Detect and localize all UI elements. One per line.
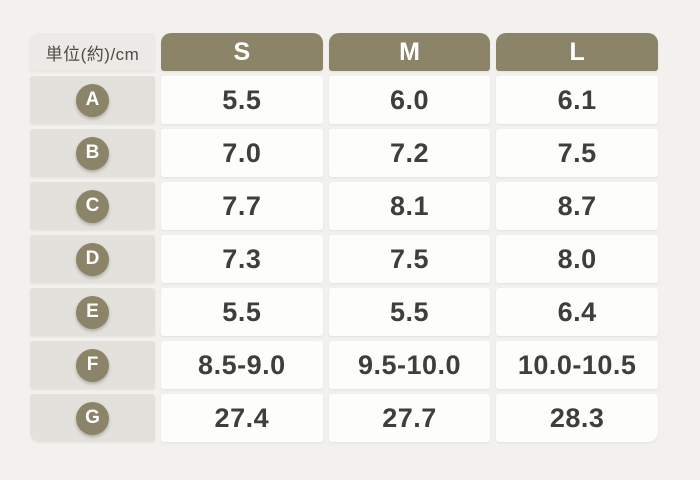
table-cell-b-l: 7.5 [496,129,658,177]
row-badge-d: D [76,242,109,276]
row-badge-c: C [76,189,109,223]
table-cell-b-m: 7.2 [328,129,491,177]
table-cell-a-l: 6.1 [496,76,658,124]
table-cell-g-l: 28.3 [496,394,658,442]
table-cell-g-s: 27.4 [161,394,323,442]
table-cell-f-s: 8.5-9.0 [161,341,323,389]
table-cell-e-m: 5.5 [328,288,491,336]
column-header-s-label: S [233,37,251,66]
row-label-cell-f: F [30,341,155,389]
row-label-cell-e: E [30,288,155,336]
row-badge-e: E [76,295,109,329]
row-badge-a: A [76,83,109,117]
table-cell-c-s: 7.7 [161,182,323,230]
row-badge-g: G [76,401,109,435]
row-label-cell-g: G [30,394,155,442]
table-cell-a-m: 6.0 [328,76,491,124]
column-header-m: M [328,33,491,71]
table-cell-e-l: 6.4 [496,288,658,336]
unit-label-cell: 単位(約)/cm [30,33,155,71]
table-cell-d-l: 8.0 [496,235,658,283]
table-cell-g-m: 27.7 [328,394,491,442]
table-cell-b-s: 7.0 [161,129,323,177]
table-cell-d-m: 7.5 [328,235,491,283]
table-cell-f-m: 9.5-10.0 [328,341,491,389]
table-cell-c-l: 8.7 [496,182,658,230]
column-header-s: S [161,33,323,71]
row-label-cell-c: C [30,182,155,230]
row-label-cell-d: D [30,235,155,283]
table-cell-f-l: 10.0-10.5 [496,341,658,389]
table-cell-d-s: 7.3 [161,235,323,283]
row-label-cell-b: B [30,129,155,177]
table-cell-e-s: 5.5 [161,288,323,336]
table-cell-c-m: 8.1 [328,182,491,230]
unit-label: 単位(約)/cm [45,44,140,64]
column-header-l-label: L [569,37,585,66]
size-chart-table: 単位(約)/cm S M L A 5.5 6.0 6.1 B 7.0 7.2 7… [30,33,658,442]
column-header-m-label: M [399,37,420,66]
row-label-cell-a: A [30,76,155,124]
row-badge-b: B [76,136,109,170]
row-badge-f: F [76,348,109,382]
column-header-l: L [496,33,658,71]
table-cell-a-s: 5.5 [161,76,323,124]
